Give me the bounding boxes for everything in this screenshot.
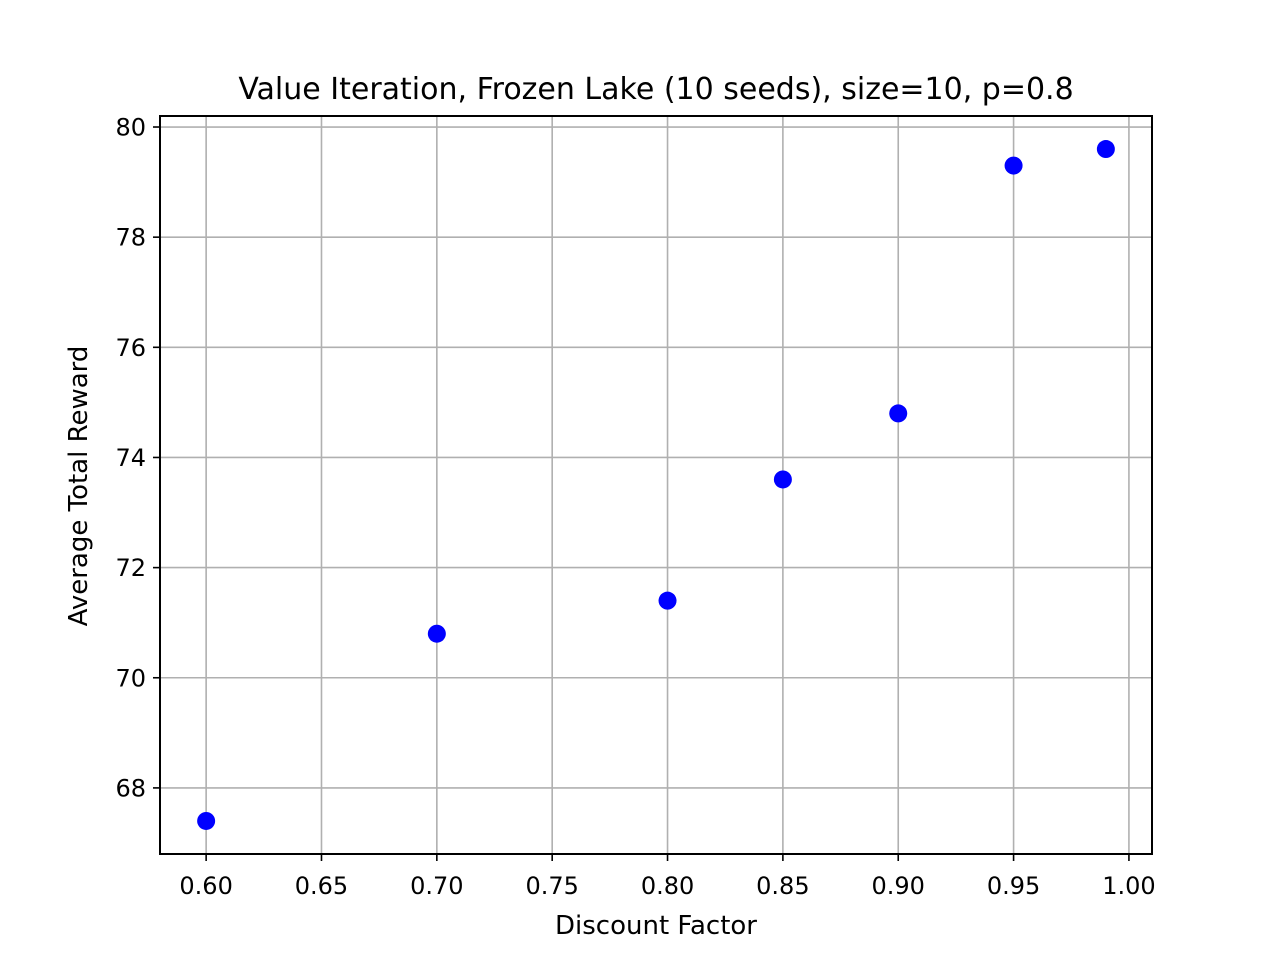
data-point [1004,156,1023,175]
data-points [197,140,1115,830]
x-tick-label: 0.85 [756,872,809,900]
y-tick-label: 72 [115,554,146,582]
grid-lines [160,116,1152,854]
y-tick-label: 80 [115,114,146,142]
y-tick-label: 74 [115,444,146,472]
data-point [889,404,908,423]
y-tick-label: 70 [115,664,146,692]
axis-ticks: 0.60 0.65 0.70 0.75 0.80 0.85 0.90 0.95 1.00 68 70… [115,114,1155,900]
y-tick-label: 68 [115,774,146,802]
x-tick-label: 0.80 [641,872,694,900]
data-point [427,624,446,643]
x-axis-label: Discount Factor [555,911,757,941]
x-tick-label: 0.70 [410,872,463,900]
chart-title: Value Iteration, Frozen Lake (10 seeds),… [238,72,1073,107]
plot-frame [159,115,1153,855]
y-axis-label: Average Total Reward [64,346,94,627]
x-tick-label: 1.00 [1102,872,1155,900]
y-tick-label: 78 [115,224,146,252]
data-point [773,470,792,489]
data-point [658,591,677,610]
data-point [1096,140,1115,159]
y-tick-label: 76 [115,334,146,362]
x-tick-label: 0.65 [295,872,348,900]
x-tick-label: 0.95 [987,872,1040,900]
x-tick-label: 0.75 [525,872,578,900]
data-point [197,811,216,830]
x-tick-label: 0.60 [179,872,232,900]
x-tick-label: 0.90 [872,872,925,900]
